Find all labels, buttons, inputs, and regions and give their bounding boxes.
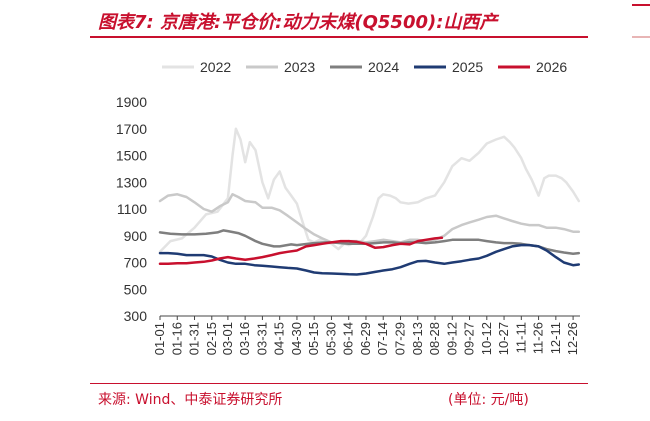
x-tick-label: 07-14 — [375, 322, 390, 355]
x-tick-label: 06-29 — [358, 322, 373, 355]
legend-label-2025: 2025 — [452, 59, 483, 75]
plot-area — [158, 127, 581, 276]
y-tick-label: 1900 — [116, 94, 147, 110]
y-tick-label: 900 — [124, 228, 148, 244]
y-tick-label: 1500 — [116, 148, 147, 164]
x-tick-label: 01-01 — [152, 322, 167, 355]
x-tick-label: 03-16 — [237, 322, 252, 355]
y-tick-label: 1700 — [116, 121, 147, 137]
unit-note: (单位: 元/吨) — [448, 392, 529, 408]
series-line-2024 — [158, 229, 581, 256]
y-tick-label: 500 — [124, 281, 148, 297]
source-note: 来源: Wind、中泰证券研究所 — [98, 392, 283, 408]
x-tick-label: 09-12 — [444, 322, 459, 355]
y-tick-label: 300 — [124, 308, 148, 324]
x-tick-label: 10-27 — [496, 322, 511, 355]
x-tick-label: 01-31 — [187, 322, 202, 355]
x-tick-label: 04-15 — [272, 322, 287, 355]
y-tick-label: 1100 — [117, 201, 147, 217]
title-divider — [90, 36, 588, 38]
legend-label-2026: 2026 — [536, 59, 567, 75]
x-tick-label: 02-15 — [204, 322, 219, 355]
x-tick-label: 04-30 — [289, 322, 304, 355]
footer-divider — [90, 383, 588, 384]
legend-label-2023: 2023 — [284, 59, 315, 75]
series-line-2026 — [158, 236, 444, 266]
x-tick-label: 11-26 — [531, 322, 546, 354]
x-tick-label: 09-27 — [462, 322, 477, 355]
y-tick-label: 700 — [124, 255, 148, 271]
side-divider-secondary — [632, 36, 650, 38]
x-tick-label: 11-11 — [513, 322, 528, 353]
x-tick-label: 08-28 — [427, 322, 442, 355]
x-tick-label: 03-31 — [254, 322, 269, 355]
series-line-2025 — [158, 243, 581, 276]
chart-legend: 2022 2023 2024 2025 2026 — [162, 59, 567, 75]
x-tick-label: 01-16 — [169, 322, 184, 355]
y-axis: 300 500 700 900 1100 1300 1500 1700 1900 — [116, 94, 147, 324]
page-title: 图表7: 京唐港:平仓价:动力末煤(Q5500):山西产 — [98, 12, 498, 33]
side-divider — [632, 4, 650, 6]
x-tick-label: 05-15 — [306, 322, 321, 355]
series-line-2022 — [158, 127, 581, 254]
legend-label-2022: 2022 — [200, 59, 231, 75]
x-tick-label: 06-14 — [341, 322, 356, 355]
x-tick-label: 05-30 — [323, 322, 338, 355]
y-tick-label: 1300 — [116, 174, 147, 190]
x-tick-label: 08-13 — [410, 322, 425, 355]
x-tick-label: 10-12 — [479, 322, 494, 355]
x-tick-label: 12-26 — [565, 322, 580, 355]
x-tick-label: 12-11 — [548, 322, 563, 354]
x-tick-label: 07-29 — [392, 322, 407, 355]
legend-label-2024: 2024 — [368, 59, 399, 75]
x-tick-label: 03-01 — [220, 322, 235, 355]
x-axis: 01-01 01-16 01-31 02-15 03-01 03-16 03-31 04-15… — [152, 315, 580, 355]
series-line-2023 — [158, 193, 581, 244]
